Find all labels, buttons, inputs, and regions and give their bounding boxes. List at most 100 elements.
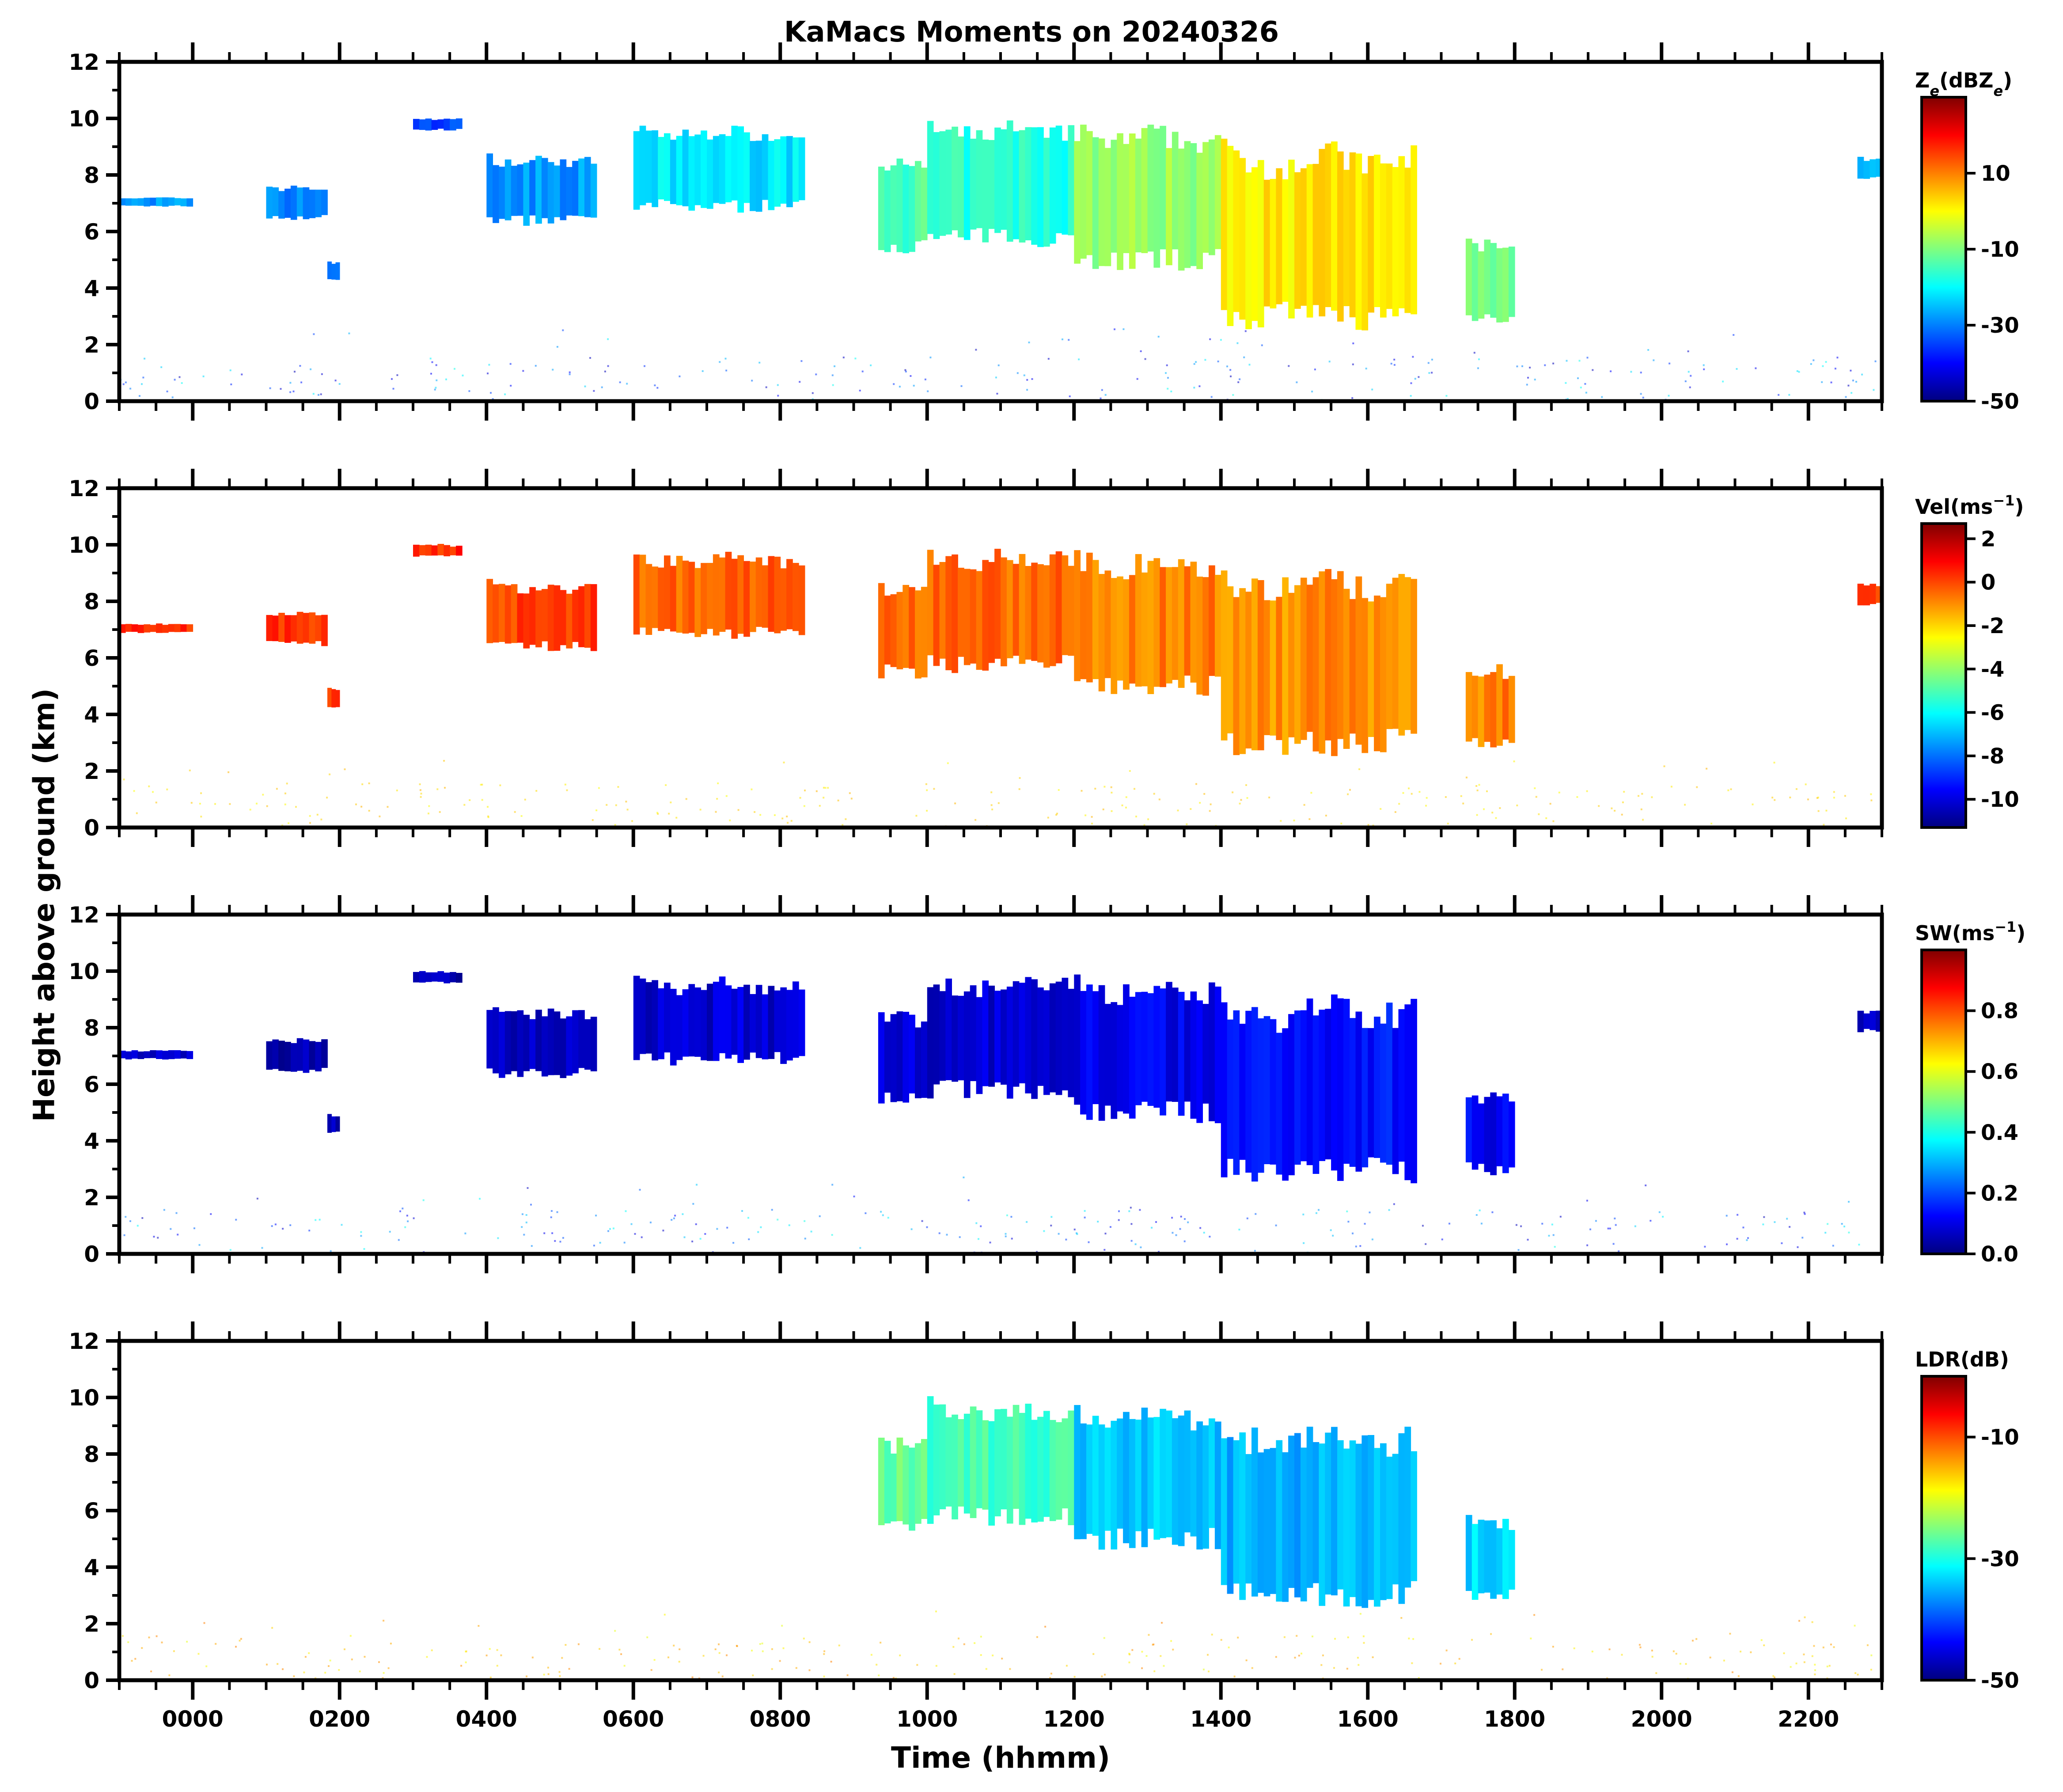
ldr-clutter-point (465, 1661, 467, 1663)
ze-clutter-point (1296, 381, 1298, 383)
ze-clutter-point (1144, 358, 1146, 360)
sw-echo-column (1196, 1000, 1203, 1123)
sw-clutter-point (1254, 1250, 1256, 1252)
ldr-echo-column (915, 1443, 922, 1524)
ldr-clutter-point (1418, 1677, 1420, 1679)
ze-clutter-point (434, 388, 436, 391)
ldr-clutter-point (935, 1665, 937, 1667)
vel-echo-column (1006, 560, 1013, 658)
vel-echo-column (137, 625, 144, 633)
sw-clutter-point (683, 1236, 686, 1238)
vel-echo-column (1141, 572, 1148, 687)
y-tick-label: 12 (68, 902, 99, 928)
vel-clutter-point (815, 790, 818, 792)
ze-clutter-point (504, 393, 506, 395)
ldr-clutter-point (1723, 1659, 1725, 1662)
colorbar-tick-label: -10 (1981, 787, 2019, 812)
vel-clutter-point (670, 801, 672, 804)
ze-echo-column (266, 186, 273, 219)
sw-clutter-point (741, 1210, 743, 1212)
sw-clutter-point (525, 1221, 527, 1223)
vel-echo-column (664, 555, 671, 629)
ze-echo-column (413, 119, 420, 130)
sw-echo-column (939, 991, 946, 1081)
vel-echo-column (431, 545, 438, 556)
sw-echo-column (1337, 998, 1344, 1181)
sw-clutter-point (521, 1213, 523, 1215)
sw-echo-column (1300, 1010, 1307, 1162)
vel-clutter-point (1844, 795, 1846, 797)
ldr-clutter-layer (121, 1610, 1873, 1682)
ze-echo-column (1349, 152, 1356, 318)
ldr-echo-column (878, 1438, 885, 1526)
vel-clutter-point (1129, 770, 1131, 772)
ze-echo-column (890, 165, 897, 245)
ze-clutter-point (924, 378, 926, 380)
ze-clutter-point (1478, 358, 1480, 361)
ze-clutter-point (1601, 396, 1603, 398)
vel-echo-column (652, 566, 658, 628)
ldr-clutter-point (952, 1646, 955, 1648)
sw-clutter-point (1841, 1223, 1843, 1225)
sw-clutter-point (1475, 1214, 1478, 1216)
ldr-echo-column (1025, 1404, 1032, 1519)
sw-echo-column (645, 982, 652, 1054)
ldr-echo-column (1111, 1420, 1118, 1550)
ldr-clutter-point (155, 1635, 158, 1637)
sw-clutter-point (1130, 1207, 1132, 1209)
sw-clutter-point (123, 1234, 125, 1236)
ldr-clutter-point (543, 1674, 545, 1676)
sw-echo-column (590, 1017, 597, 1071)
vel-echo-column (713, 554, 720, 636)
vel-clutter-point (1586, 790, 1588, 792)
ldr-echo-column (1178, 1415, 1185, 1546)
ldr-clutter-point (1830, 1644, 1832, 1646)
vel-clutter-point (436, 788, 439, 790)
ldr-echo-column (1221, 1438, 1228, 1585)
vel-clutter-point (1817, 810, 1820, 812)
sw-echo-column (125, 1051, 132, 1059)
vel-echo-column (1349, 599, 1356, 734)
ldr-clutter-point (131, 1660, 133, 1662)
ldr-clutter-point (771, 1648, 773, 1650)
vel-clutter-point (1239, 802, 1241, 805)
ldr-clutter-point (349, 1635, 352, 1637)
sw-echo-column (958, 995, 964, 1081)
vel-echo-column (737, 555, 744, 634)
ldr-clutter-point (1695, 1638, 1698, 1640)
sw-echo-column (1001, 989, 1007, 1085)
sw-clutter-point (1615, 1224, 1617, 1226)
vel-echo-layer (119, 544, 1882, 756)
ze-echo-column (284, 189, 291, 218)
vel-echo-column (688, 562, 695, 633)
ldr-echo-column (1380, 1443, 1387, 1600)
sw-echo-column (909, 1014, 915, 1093)
vel-clutter-point (1111, 792, 1113, 793)
vel-clutter-point (1110, 786, 1112, 788)
ze-clutter-point (122, 383, 125, 385)
ldr-clutter-point (899, 1654, 901, 1656)
ldr-clutter-point (1530, 1637, 1532, 1640)
ze-clutter-point (1167, 387, 1169, 390)
ze-clutter-point (859, 390, 861, 391)
ze-clutter-point (1104, 394, 1107, 396)
ze-clutter-point (1755, 367, 1757, 369)
ldr-echo-column (1006, 1416, 1013, 1524)
y-tick-label: 6 (84, 219, 99, 245)
vel-echo-column (156, 623, 163, 633)
sw-echo-column (1190, 991, 1197, 1119)
ze-echo-column (1508, 247, 1515, 317)
ze-echo-column (1343, 170, 1350, 306)
ze-clutter-point (522, 370, 524, 372)
vel-clutter-point (480, 784, 482, 786)
vel-echo-column (798, 565, 805, 635)
sw-clutter-point (1010, 1216, 1013, 1218)
colorbar-tick-label: -8 (1981, 744, 2004, 769)
ze-clutter-point (607, 365, 609, 367)
sw-echo-column (1214, 987, 1221, 1124)
ldr-clutter-point (203, 1622, 205, 1624)
y-tick-label: 0 (84, 1668, 99, 1693)
ze-echo-column (1013, 131, 1020, 239)
x-tick-label: 0600 (603, 1706, 664, 1732)
vel-clutter-point (1663, 765, 1665, 767)
